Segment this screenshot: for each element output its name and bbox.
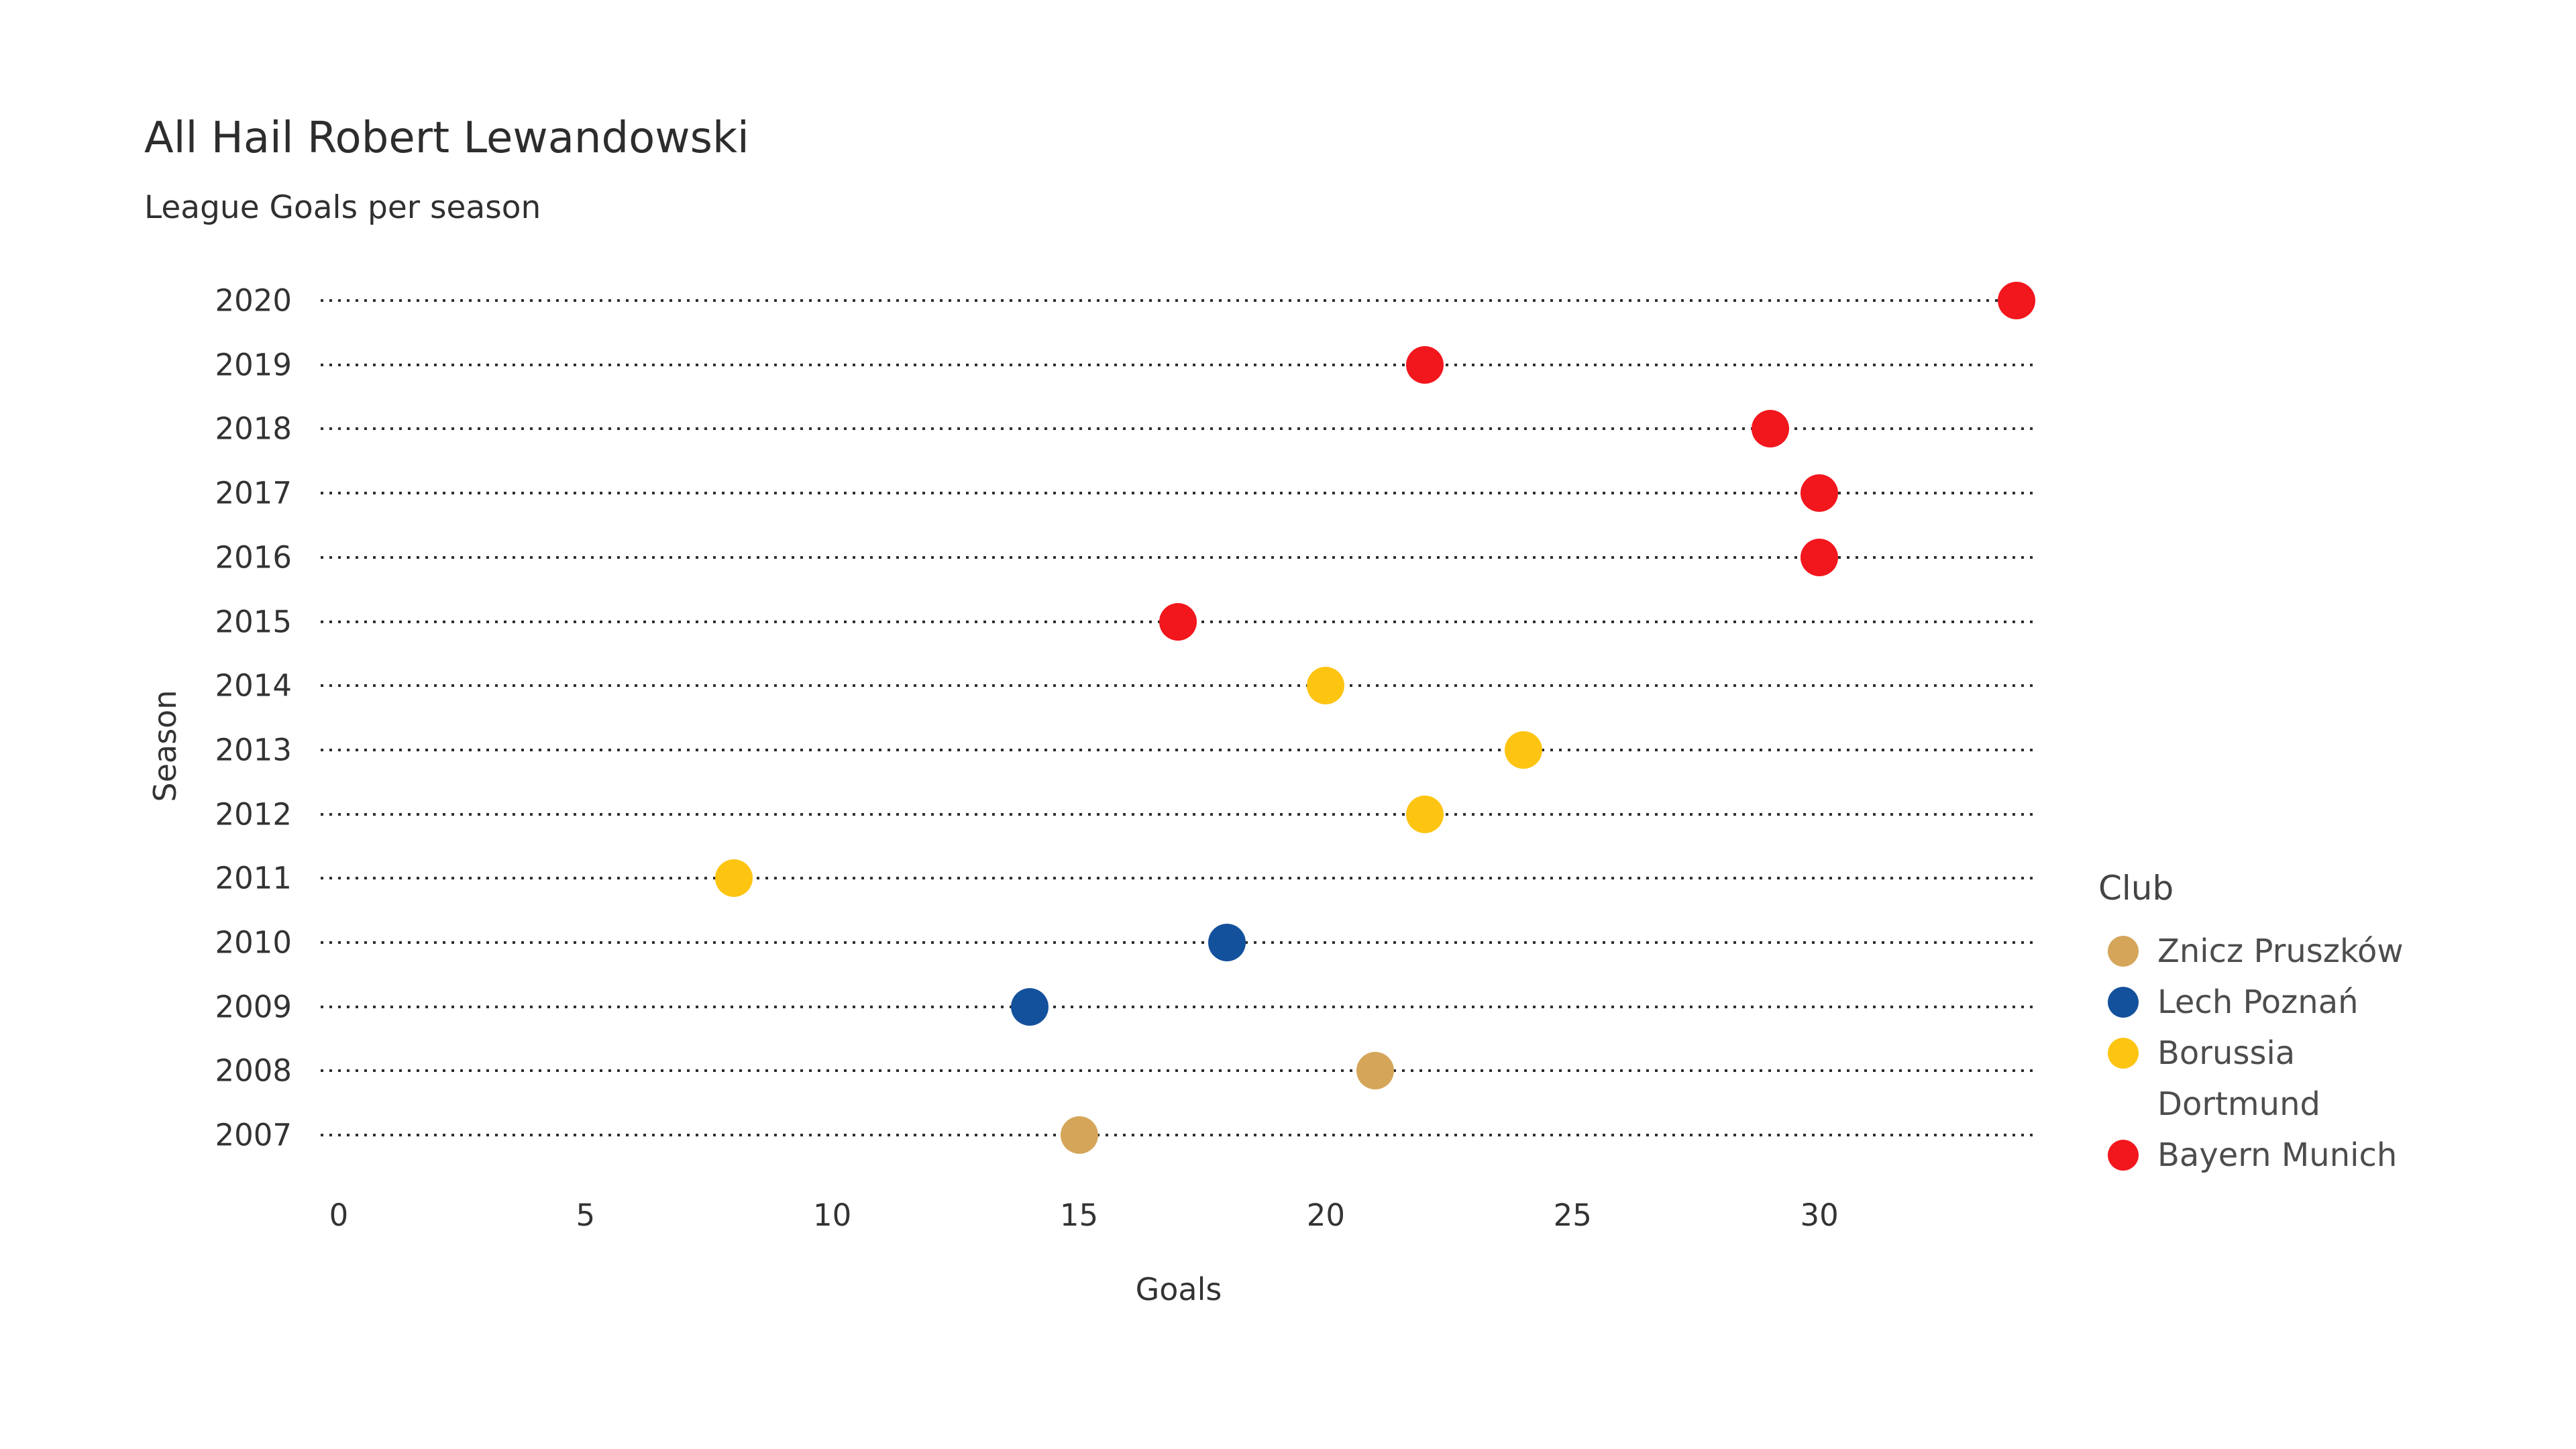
legend-title: Club (2098, 869, 2174, 908)
legend-item-label: Borussia Dortmund (2157, 1034, 2320, 1123)
gridline (321, 363, 2037, 366)
legend-swatch-icon (2108, 936, 2139, 967)
x-tick-label: 10 (813, 1197, 852, 1233)
data-point[interactable] (1405, 795, 1444, 833)
chart-title: All Hail Robert Lewandowski (144, 113, 749, 163)
gridline (321, 684, 2037, 688)
chart-subtitle: League Goals per season (144, 189, 541, 226)
x-tick-label: 25 (1553, 1197, 1592, 1233)
x-tick-label: 15 (1059, 1197, 1099, 1233)
legend-item[interactable]: Lech Poznań (2098, 977, 2474, 1028)
x-tick-label: 5 (576, 1197, 596, 1233)
y-tick-label: 2014 (215, 667, 292, 704)
y-tick-label: 2009 (215, 989, 292, 1025)
data-point[interactable] (1159, 602, 1197, 641)
gridline (321, 1134, 2037, 1137)
y-tick-label: 2012 (215, 796, 292, 833)
gridline (321, 427, 2037, 431)
x-tick-label: 0 (329, 1197, 349, 1233)
gridline (321, 748, 2037, 751)
y-tick-label: 2018 (215, 411, 292, 447)
data-point[interactable] (1998, 282, 2036, 319)
data-point[interactable] (1208, 924, 1246, 961)
legend-item-label: Znicz Pruszków (2157, 932, 2404, 970)
y-axis-title: Season (147, 690, 183, 802)
data-point[interactable] (1801, 538, 1839, 576)
data-point[interactable] (1356, 1052, 1394, 1090)
data-point[interactable] (1405, 345, 1444, 384)
y-tick-label: 2011 (215, 860, 292, 896)
y-tick-label: 2010 (215, 924, 292, 961)
gridline (321, 812, 2037, 816)
legend-swatch-icon (2108, 987, 2139, 1018)
gridline (321, 299, 2037, 302)
legend-items: Znicz Pruszków Lech Poznań Borussia Dortmu… (2098, 926, 2474, 1181)
legend-item[interactable]: Bayern Munich (2098, 1130, 2474, 1181)
y-tick-label: 2019 (215, 347, 292, 383)
gridline (321, 555, 2037, 559)
x-axis-title: Goals (1135, 1271, 1222, 1307)
y-tick-label: 2016 (215, 539, 292, 576)
x-tick-label: 30 (1800, 1197, 1839, 1233)
gridline (321, 492, 2037, 495)
legend: Club Znicz Pruszków Lech Poznań Borussia D… (2098, 868, 2474, 1181)
data-point[interactable] (1504, 731, 1542, 769)
legend-item-label: Bayern Munich (2157, 1136, 2398, 1174)
y-tick-label: 2020 (215, 282, 292, 319)
data-point[interactable] (1010, 987, 1049, 1026)
gridline (321, 1069, 2037, 1073)
y-tick-label: 2007 (215, 1117, 292, 1153)
data-point[interactable] (1060, 1116, 1098, 1155)
y-tick-label: 2013 (215, 732, 292, 768)
gridline (321, 877, 2037, 880)
data-point[interactable] (1751, 410, 1789, 448)
legend-swatch-icon (2108, 1038, 2139, 1069)
x-tick-label: 20 (1306, 1197, 1346, 1233)
legend-item-label: Lech Poznań (2157, 983, 2359, 1021)
data-point[interactable] (714, 859, 753, 898)
data-point[interactable] (1307, 667, 1345, 705)
y-tick-label: 2017 (215, 475, 292, 511)
legend-item[interactable]: Znicz Pruszków (2098, 926, 2474, 977)
gridline (321, 1005, 2037, 1008)
data-point[interactable] (1801, 474, 1839, 513)
legend-item[interactable]: Borussia Dortmund (2098, 1028, 2474, 1130)
gridline (321, 941, 2037, 944)
y-tick-label: 2015 (215, 604, 292, 639)
legend-swatch-icon (2108, 1140, 2139, 1171)
y-tick-label: 2008 (215, 1053, 292, 1089)
